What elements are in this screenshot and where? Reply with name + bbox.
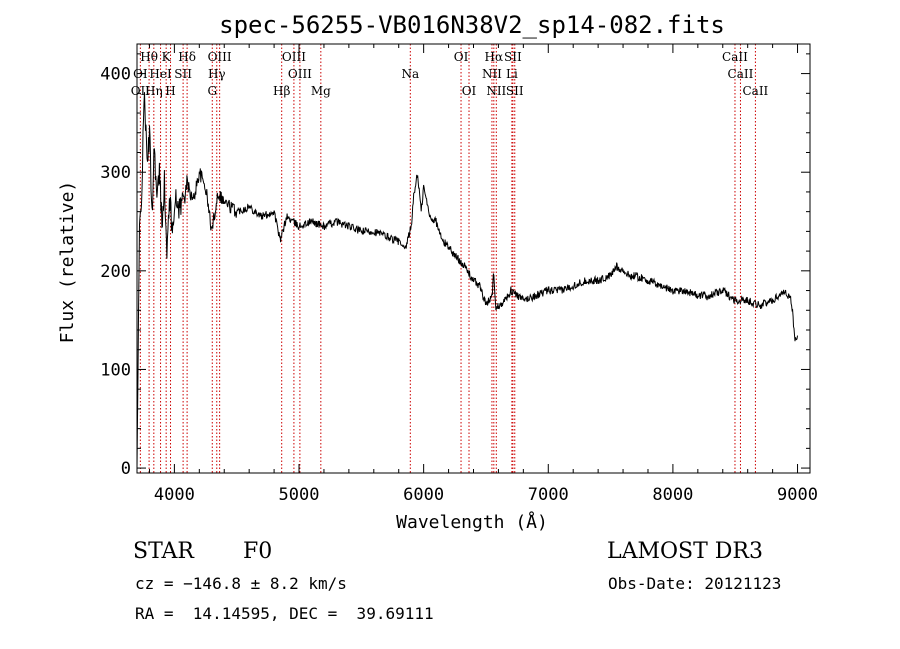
redshift-cz: cz = −146.8 ± 8.2 km/s (135, 574, 347, 593)
spectral-line-label: Hδ (178, 50, 196, 64)
spectral-line-label: OIII (288, 67, 312, 81)
spectral-line-label: Hθ (140, 50, 158, 64)
spectral-line-label: G (207, 84, 217, 98)
spectrum-line (136, 92, 798, 469)
y-tick-label: 300 (100, 163, 131, 183)
x-tick-label: 9000 (777, 485, 818, 505)
x-tick-label: 7000 (528, 485, 569, 505)
axes: 4000 5000 6000 7000 8000 9000 0 100 200 300 400 (100, 44, 818, 505)
spectral-line-label: Hβ (273, 84, 290, 98)
spectral-line-label: NII (486, 84, 506, 98)
obs-date: Obs-Date: 20121123 (608, 574, 782, 593)
spectral-line-label: Li (506, 67, 518, 81)
spectral-line-label: CaII (722, 50, 748, 64)
spectral-line-label: OI (454, 50, 469, 64)
spectral-line-label: OII (131, 84, 151, 98)
spectral-line-label: Hη (145, 84, 163, 98)
spectral-line-label: OI (462, 84, 477, 98)
chart-title: spec-56255-VB016N38V2_sp14-082.fits (219, 11, 725, 39)
y-tick-label: 200 (100, 262, 131, 282)
spectral-line-label: CaII (728, 67, 754, 81)
spectral-line-label: NII (482, 67, 502, 81)
object-subclass: F0 (243, 539, 273, 564)
spectral-line-label: OIII (282, 50, 306, 64)
plot-frame (136, 43, 811, 474)
spectral-line-label: Hα (485, 50, 504, 64)
x-tick-label: 8000 (652, 485, 693, 505)
x-axis-label: Wavelength (Å) (396, 511, 548, 533)
x-tick-label: 6000 (403, 485, 444, 505)
spectral-line-markers (139, 44, 756, 473)
spectral-line-label: HeI (149, 67, 172, 81)
y-tick-label: 100 (100, 360, 131, 380)
y-tick-label: 400 (100, 65, 131, 85)
survey-name: LAMOST DR3 (607, 539, 763, 564)
spectral-line-label: Hγ (208, 67, 226, 81)
spectral-line-label: Na (401, 67, 419, 81)
spectral-line-label: H (165, 84, 175, 98)
spectral-line-label: K (162, 50, 172, 64)
spectral-line-label: SII (504, 50, 522, 64)
y-axis-label: Flux (relative) (57, 181, 78, 344)
y-tick-label: 0 (121, 459, 131, 479)
coordinates: RA = 14.14595, DEC = 39.69111 (135, 604, 434, 623)
spectral-line-label: CaII (742, 84, 768, 98)
spectral-line-label: Mg (311, 84, 331, 98)
spectral-line-label: SII (174, 67, 192, 81)
spectral-line-label: OIII (208, 50, 232, 64)
spectral-line-label: SII (506, 84, 524, 98)
x-tick-label: 4000 (154, 485, 195, 505)
object-class: STAR (133, 539, 194, 564)
x-tick-label: 5000 (279, 485, 320, 505)
